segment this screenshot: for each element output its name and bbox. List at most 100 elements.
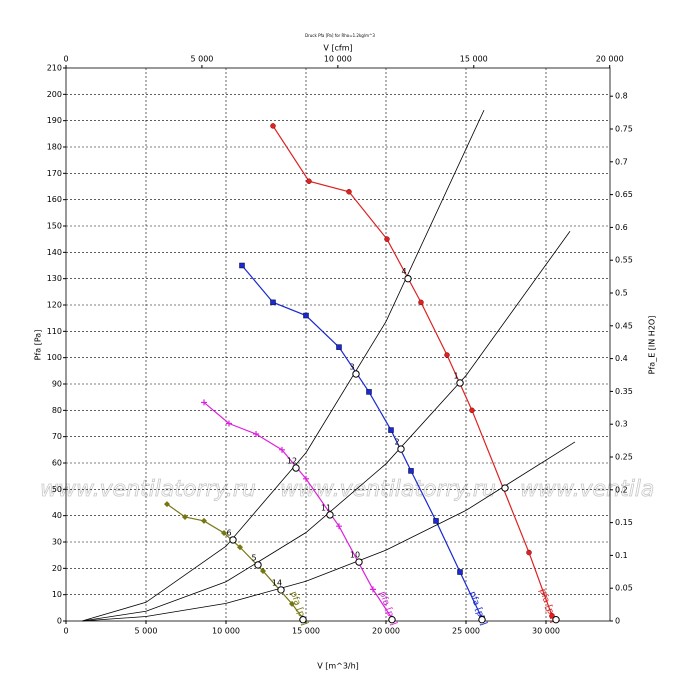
y2-tick-label: 0.3 — [615, 420, 628, 429]
marker — [201, 399, 207, 406]
y-tick-label: 100 — [47, 353, 62, 362]
x-tick-label: 30 000 — [532, 627, 560, 636]
y-tick-label: 170 — [47, 169, 62, 178]
marker — [346, 189, 352, 195]
y2-tick-label: 0.75 — [615, 125, 633, 134]
y2-tick-label: 0.7 — [615, 157, 628, 166]
x-tick-label: 15 000 — [292, 627, 320, 636]
y2-tick-label: 0.15 — [615, 518, 633, 527]
plot-frame — [65, 67, 611, 622]
operating-point — [552, 615, 560, 624]
series-line — [81, 109, 485, 622]
operating-point — [277, 586, 285, 594]
marker — [306, 178, 312, 184]
y2-tick-label: 0.35 — [615, 387, 633, 396]
marker — [201, 517, 207, 524]
point-label: 10 — [350, 551, 360, 560]
point-label: 4 — [401, 267, 406, 276]
x2-axis-label: V [cfm] — [323, 44, 352, 53]
y2-tick-label: 0.6 — [615, 223, 628, 232]
operating-point — [388, 615, 396, 624]
marker — [270, 123, 276, 129]
y-tick-label: 40 — [52, 511, 62, 520]
series-line — [81, 441, 576, 622]
y2-tick-label: 0.05 — [615, 584, 633, 593]
operating-point — [404, 274, 412, 283]
y2-tick-label: 0 — [615, 617, 620, 626]
operating-point — [478, 615, 486, 624]
marker — [469, 407, 475, 414]
marker — [239, 262, 245, 269]
marker — [289, 600, 295, 607]
y2-tick-label: 0.1 — [615, 551, 628, 560]
y-tick-label: 50 — [52, 485, 62, 494]
point-label: 5 — [251, 553, 256, 562]
y-tick-label: 0 — [57, 617, 62, 626]
y-tick-label: 200 — [47, 90, 62, 99]
x2-tick-label: 10 000 — [324, 55, 352, 64]
marker — [303, 475, 309, 482]
point-label: 12 — [287, 457, 297, 466]
operating-point — [456, 379, 464, 387]
y2-tick-label: 0.8 — [615, 92, 628, 101]
y-tick-label: 80 — [52, 406, 62, 415]
point-label: 3 — [349, 362, 354, 371]
marker — [225, 420, 232, 427]
point-label: 1 — [453, 371, 458, 380]
marker — [270, 299, 276, 306]
x2-tick-label: 20 000 — [596, 55, 624, 64]
marker — [181, 513, 188, 520]
x2-tick-label: 5 000 — [190, 55, 213, 64]
y-tick-label: 30 — [52, 538, 62, 547]
marker — [549, 612, 555, 619]
y2-tick-label: 0.4 — [615, 354, 628, 363]
marker — [336, 344, 342, 350]
chart-title: Druck Pfa [Pa] for Rho=1.2kg/m^3 — [305, 33, 375, 38]
operating-point — [397, 445, 405, 453]
y2-tick-label: 0.25 — [615, 453, 633, 462]
marker — [457, 569, 463, 575]
y-tick-label: 10 — [52, 590, 62, 599]
series-line — [81, 231, 571, 622]
point-label: 2 — [394, 438, 399, 447]
marker — [433, 518, 439, 524]
y-tick-label: 20 — [52, 564, 62, 573]
y-tick-label: 210 — [47, 64, 62, 73]
y2-tick-label: 0.5 — [615, 289, 628, 298]
marker — [237, 544, 243, 551]
x-axis-label: V [m^3/h] — [317, 662, 359, 671]
y-tick-label: 60 — [52, 459, 62, 468]
operating-point — [229, 536, 237, 544]
y2-tick-label: 0.65 — [615, 190, 633, 199]
x2-tick-label: 0 — [63, 55, 68, 64]
x-tick-label: 10 000 — [212, 627, 240, 636]
series-line — [203, 401, 393, 619]
y-tick-label: 120 — [47, 301, 62, 310]
y-tick-label: 140 — [47, 248, 62, 257]
marker — [408, 468, 414, 474]
marker — [259, 567, 266, 574]
point-label: 14 — [272, 578, 282, 587]
marker — [444, 352, 450, 358]
operating-point — [501, 484, 509, 492]
series-line — [241, 265, 483, 619]
marker — [253, 431, 259, 438]
y2-tick-label: 0.55 — [615, 256, 633, 265]
point-label: 6 — [226, 528, 231, 537]
y-tick-label: 190 — [47, 116, 62, 125]
y-axis-label: Pfa [Pa] — [34, 330, 43, 361]
marker — [366, 389, 372, 395]
operating-point — [355, 558, 363, 566]
x-tick-label: 0 — [63, 627, 68, 636]
marker — [163, 501, 170, 508]
y-tick-label: 150 — [47, 222, 62, 231]
marker — [221, 530, 227, 537]
operating-point — [254, 561, 262, 569]
marker — [303, 312, 309, 319]
marker — [418, 299, 424, 306]
marker — [369, 586, 376, 593]
operating-point — [326, 511, 334, 519]
y-tick-label: 180 — [47, 143, 62, 152]
